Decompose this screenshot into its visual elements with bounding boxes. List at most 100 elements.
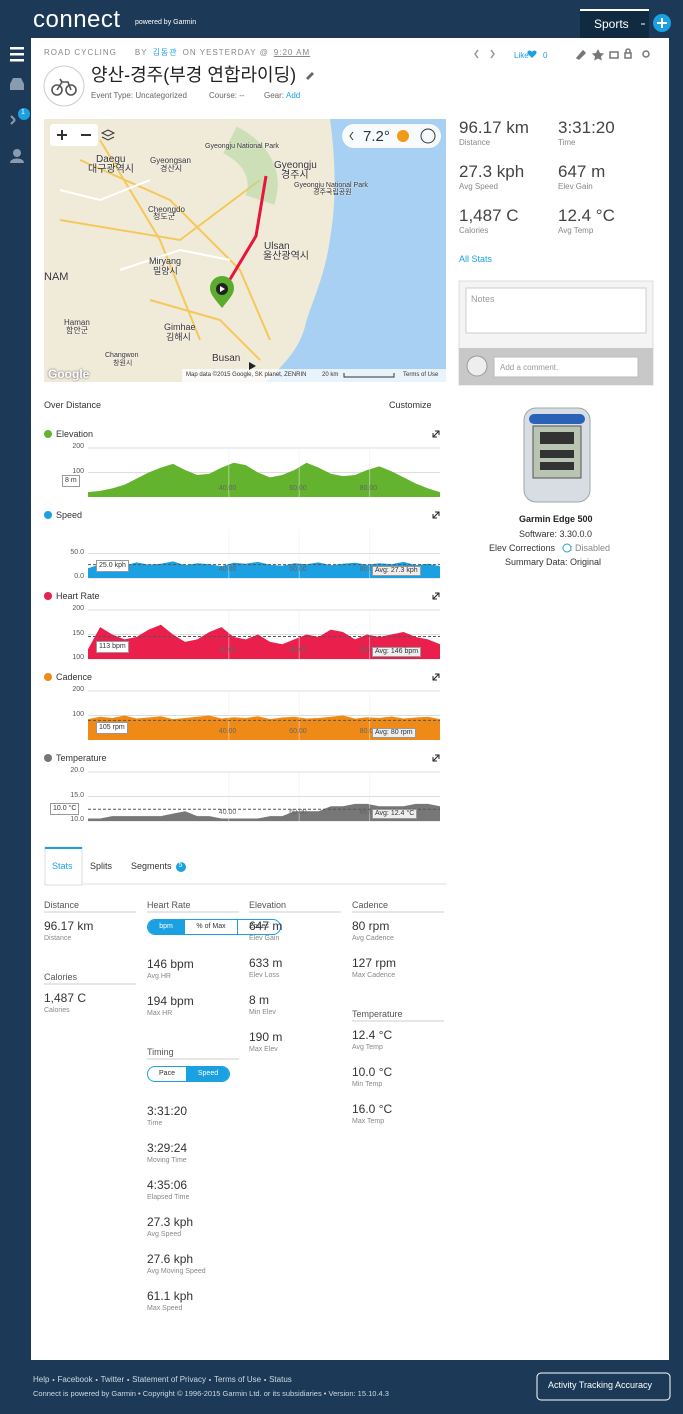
like[interactable]: Like	[514, 51, 529, 60]
sports-tab[interactable]	[580, 9, 649, 38]
area	[88, 624, 440, 659]
tab-bar	[44, 848, 446, 885]
y-tick-label: 10.0	[70, 816, 84, 823]
sidebar-icons[interactable]	[10, 47, 24, 163]
like-heart[interactable]	[527, 50, 537, 58]
stat-heading: Calories	[44, 972, 78, 982]
stat-label: Avg Speed	[147, 1231, 182, 1238]
elev-disabled[interactable]: : Disabled	[570, 543, 611, 553]
gear: Gear:	[264, 91, 285, 100]
stat-value: 96.17 km	[44, 919, 94, 933]
x-tick-label: 60.00	[289, 485, 307, 492]
customize[interactable]: Customize	[389, 400, 432, 410]
map-label: 김해시	[166, 332, 191, 342]
map-label: Miryang	[149, 256, 182, 266]
map-label: 경주국립공원	[313, 189, 352, 196]
footer-link[interactable]: Statement of Privacy	[132, 1375, 206, 1384]
course[interactable]: Course: --	[209, 91, 245, 100]
all-stats-link[interactable]: All Stats	[459, 254, 493, 264]
toggle-option[interactable]: Speed	[186, 1067, 229, 1081]
map[interactable]	[44, 119, 446, 382]
x-tick-label: 80.00	[359, 485, 378, 492]
map-label: NAM	[44, 271, 69, 283]
footer-link[interactable]: Terms of Use	[213, 1375, 262, 1384]
stat-value: 647 m	[249, 919, 283, 933]
stat-value: 194 bpm	[147, 994, 194, 1008]
toggle-option[interactable]: bpm	[148, 920, 184, 934]
event-type[interactable]: Event Type: Uncategorized	[91, 91, 187, 100]
gear-add[interactable]: Add	[286, 91, 301, 100]
map-label: Busan	[212, 353, 241, 364]
y-tick-label: 200	[72, 686, 84, 693]
map-label: Gyeongju	[274, 160, 317, 171]
active-tab-indicator	[45, 847, 82, 849]
toolbar-icons[interactable]	[474, 48, 650, 61]
chart-title: Temperature	[56, 753, 107, 763]
cursor-label: 105 rpm	[96, 722, 128, 735]
tab[interactable]: Stats	[52, 861, 73, 871]
footer-link[interactable]: Twitter	[100, 1375, 125, 1384]
map-terms[interactable]: Terms of Use	[403, 372, 439, 378]
summary-value: 1,487 C	[459, 206, 519, 225]
avg-label: Avg: 27.3 kph	[372, 566, 421, 577]
y-tick-label: 100	[72, 654, 84, 661]
footer-link[interactable]: Facebook	[57, 1375, 93, 1384]
legend-dot	[44, 592, 52, 600]
stat-value: 8 m	[249, 993, 270, 1007]
footer-link[interactable]: Status	[269, 1375, 292, 1384]
tab[interactable]: Splits	[90, 861, 113, 871]
footer-dot	[127, 1379, 130, 1381]
notes-input[interactable]	[465, 287, 647, 334]
segments-badge	[176, 862, 186, 872]
plus-icon	[657, 18, 667, 28]
software: Software: 3.30.0.0	[519, 529, 593, 539]
legend-dot	[44, 754, 52, 762]
map-label: 함안군	[66, 326, 89, 335]
toggle-option[interactable]: % of Max	[184, 920, 237, 934]
help-icon[interactable]	[562, 543, 572, 553]
summary-data: Summary Data: Original	[505, 557, 602, 567]
edit-title[interactable]	[306, 72, 314, 80]
area	[88, 462, 440, 497]
avg-label: Avg: 80 rpm	[372, 728, 416, 739]
toggle-option[interactable]: Zones	[237, 920, 280, 934]
stat-label: Moving Time	[147, 1157, 187, 1164]
summary-label: Avg Speed	[459, 182, 498, 191]
accuracy-button[interactable]	[536, 1372, 671, 1401]
x-tick-label: 80.00	[359, 809, 378, 816]
cursor-label: 113 bpm	[96, 641, 129, 654]
map-label: 울산광역시	[263, 251, 309, 262]
stat-value: 127 rpm	[352, 956, 397, 970]
x-tick-label: 60.00	[289, 809, 307, 816]
time: 9:20 AM	[273, 48, 311, 57]
graph-mode[interactable]: Over Distance	[44, 400, 102, 410]
stat-label: Avg Cadence	[352, 935, 394, 942]
footer-dot	[264, 1379, 267, 1381]
tab[interactable]: Segments	[131, 861, 172, 871]
copyright: Connect is powered by Garmin • Copyright…	[33, 1389, 389, 1398]
footer-link[interactable]: Help	[33, 1375, 50, 1384]
stat-label: Elapsed Time	[147, 1194, 190, 1201]
map-label: Changwon	[105, 352, 139, 359]
summary-value: 27.3 kph	[459, 162, 525, 181]
map-label: 대구광역시	[88, 164, 134, 175]
toggle-option[interactable]: Pace	[159, 1070, 175, 1077]
x-tick-label: 80.00	[359, 728, 378, 735]
chart-title: Cadence	[56, 672, 93, 682]
stat-heading: Elevation	[249, 900, 287, 910]
map-label: Gyeongju National Park	[205, 143, 279, 150]
summary-value: 3:31:20	[558, 118, 615, 137]
activity-title: 양산-경주(부경 연합라이딩)	[91, 65, 297, 85]
y-tick-label: 150	[72, 629, 84, 637]
y-tick-label: 15.0	[70, 791, 84, 799]
stat-value: 146 bpm	[147, 957, 194, 971]
author[interactable]: 김동관	[152, 48, 178, 57]
map-label: 경산시	[160, 164, 183, 173]
sports-tab-label[interactable]: Sports	[594, 17, 629, 31]
accuracy-button-label[interactable]: Activity Tracking Accuracy	[548, 1380, 653, 1390]
y-tick-label: 200	[72, 443, 84, 450]
comment-input[interactable]	[493, 356, 639, 378]
